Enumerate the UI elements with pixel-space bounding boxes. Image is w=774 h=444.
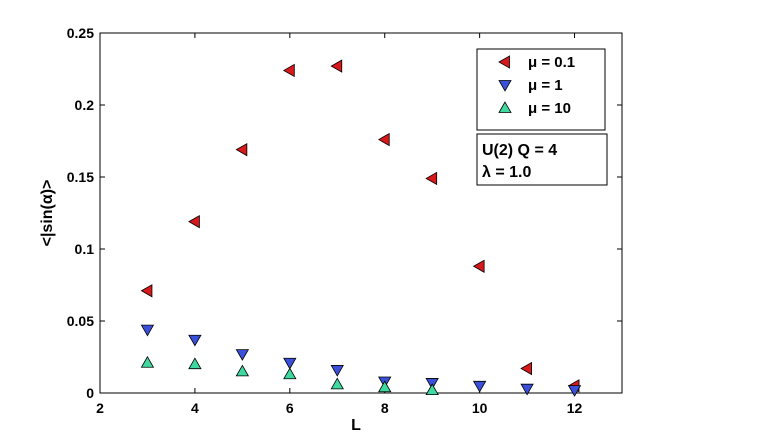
y-axis-label: <|sin(α)>	[39, 180, 56, 247]
x-tick-label: 12	[567, 400, 583, 416]
x-axis: 2 4 6 8 10 12	[96, 33, 583, 416]
x-tick-label: 2	[96, 400, 104, 416]
y-axis: 0 0.05 0.1 0.15 0.2 0.25	[67, 25, 622, 401]
data-point	[140, 355, 155, 368]
y-tick-label: 0.05	[67, 313, 94, 329]
y-tick-label: 0.1	[75, 241, 95, 257]
data-point	[283, 367, 297, 380]
data-point	[140, 284, 153, 298]
data-point	[472, 259, 485, 273]
legend-box	[476, 48, 606, 131]
data-point	[330, 59, 343, 73]
x-tick-label: 4	[191, 400, 199, 416]
legend: μ = 0.1 μ = 1 μ = 10	[476, 48, 606, 131]
data-point	[377, 132, 390, 147]
data-point	[330, 365, 344, 377]
data-point	[188, 334, 202, 347]
legend-marker	[498, 55, 510, 69]
data-markers	[140, 59, 582, 397]
data-point	[520, 361, 532, 376]
info-model-label: U(2) Q = 4	[482, 142, 557, 159]
x-axis-label: L	[351, 417, 361, 434]
data-point	[283, 63, 295, 78]
series-1	[140, 324, 582, 397]
legend-marker	[498, 101, 512, 113]
data-point	[425, 171, 438, 186]
info-box: U(2) Q = 4 λ = 1.0	[476, 133, 608, 186]
y-tick-label: 0	[86, 385, 94, 401]
y-tick-label: 0.25	[67, 25, 94, 41]
data-point	[188, 357, 202, 370]
data-point	[235, 349, 250, 361]
info-box-frame	[476, 133, 608, 186]
data-point	[378, 380, 392, 393]
data-point	[520, 383, 534, 396]
data-point	[425, 383, 439, 396]
x-tick-label: 10	[472, 400, 488, 416]
data-point	[235, 364, 250, 377]
data-point	[567, 385, 582, 397]
legend-label: μ = 1	[528, 77, 563, 94]
legend-items: μ = 0.1 μ = 1 μ = 10	[498, 54, 575, 117]
data-point	[140, 324, 155, 337]
data-point	[330, 377, 344, 390]
data-point	[235, 142, 248, 157]
y-tick-label: 0.2	[75, 97, 95, 113]
legend-item: μ = 10	[498, 100, 571, 117]
data-point	[283, 357, 297, 370]
info-lambda-label: λ = 1.0	[482, 164, 531, 181]
legend-label: μ = 0.1	[528, 54, 575, 71]
legend-label: μ = 10	[528, 100, 571, 117]
legend-marker	[498, 80, 512, 92]
y-tick-label: 0.15	[67, 169, 94, 185]
data-point	[188, 214, 200, 229]
x-tick-label: 8	[381, 400, 389, 416]
legend-item: μ = 0.1	[498, 54, 575, 71]
data-point	[472, 380, 487, 393]
series-2	[140, 355, 439, 396]
legend-item: μ = 1	[498, 77, 563, 94]
x-tick-label: 6	[286, 400, 294, 416]
